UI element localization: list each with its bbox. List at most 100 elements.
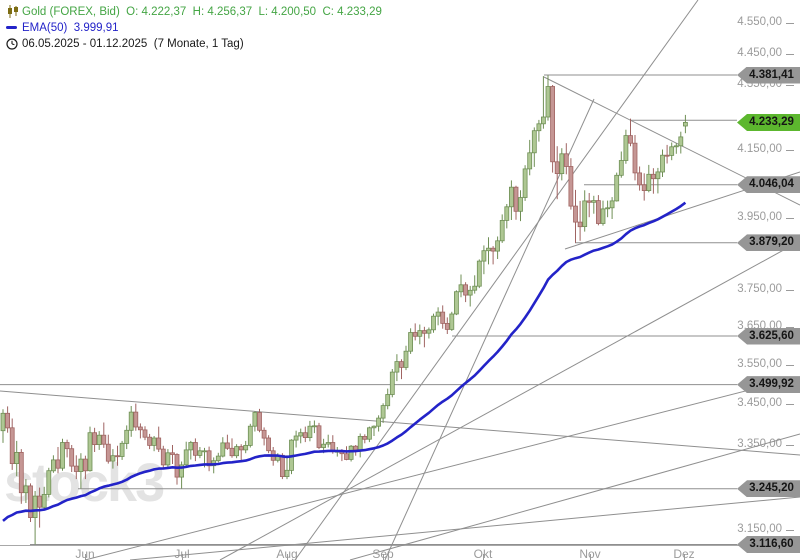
ema-legend-row: EMA(50) 3.999,91 <box>6 20 382 35</box>
candle <box>605 207 610 210</box>
trendline[interactable] <box>219 240 800 560</box>
x-axis-tick <box>383 554 384 560</box>
x-axis-tick <box>684 554 685 560</box>
candle <box>202 450 207 453</box>
trendline[interactable] <box>384 98 595 560</box>
y-axis-tick <box>786 149 794 151</box>
candle <box>183 449 189 466</box>
candle <box>417 330 423 337</box>
candle <box>362 435 368 440</box>
candle <box>582 200 588 227</box>
ohlc-values: O: 4.222,37 H: 4.256,37 L: 4.200,50 C: 4… <box>126 5 382 18</box>
x-axis-label: Jun <box>63 547 107 560</box>
candle <box>522 168 528 198</box>
candle <box>596 200 601 224</box>
candle <box>124 429 130 444</box>
candle <box>137 426 143 431</box>
candle <box>609 200 615 209</box>
x-axis-label: Nov <box>568 547 612 560</box>
candle <box>78 458 84 473</box>
candle <box>641 184 647 192</box>
chart-legend: Gold (FOREX, Bid) O: 4.222,37 H: 4.256,3… <box>6 4 382 52</box>
candle <box>412 332 418 337</box>
candle <box>366 427 372 440</box>
candle <box>683 122 688 127</box>
candle <box>664 154 670 157</box>
candle <box>426 329 432 334</box>
price-level-badge: 3.879,20 <box>737 234 800 252</box>
x-axis-label: Jul <box>160 547 204 560</box>
candle <box>623 135 629 161</box>
candle <box>321 443 327 448</box>
candle <box>83 458 88 472</box>
candle <box>316 425 322 448</box>
candle <box>499 219 505 242</box>
trendline[interactable] <box>349 433 800 560</box>
candle <box>96 434 102 446</box>
y-axis-label: 3.550,00 <box>737 358 782 371</box>
y-axis-label: 3.750,00 <box>737 282 782 295</box>
candle <box>284 469 290 477</box>
candle <box>376 417 382 427</box>
candle <box>550 86 555 163</box>
candle <box>385 394 391 407</box>
candle <box>431 315 436 331</box>
candle <box>46 470 52 495</box>
x-axis-label: Dez <box>662 547 706 560</box>
trendline[interactable] <box>294 0 699 560</box>
candle <box>421 330 427 334</box>
candle <box>344 453 349 460</box>
candle <box>660 154 665 173</box>
candle <box>234 446 240 457</box>
price-level-badge: 3.116,60 <box>737 536 800 554</box>
candle <box>32 495 38 519</box>
candle <box>577 221 583 228</box>
candle <box>156 437 162 450</box>
candle <box>73 465 79 472</box>
candle <box>197 450 203 456</box>
y-axis-label: 4.150,00 <box>737 142 782 155</box>
candle <box>206 450 212 467</box>
y-axis-tick <box>786 326 794 328</box>
candle <box>142 429 148 438</box>
candle <box>105 443 111 462</box>
price-level-badge: 3.499,92 <box>737 376 800 394</box>
y-axis-tick <box>786 444 794 446</box>
y-axis-label: 3.350,00 <box>737 437 782 450</box>
trendline[interactable] <box>0 390 800 456</box>
candle <box>678 136 684 147</box>
candle <box>151 437 157 446</box>
candle <box>399 361 404 368</box>
candle <box>403 350 409 368</box>
candle <box>371 425 377 429</box>
candle <box>508 186 514 208</box>
candle <box>87 432 93 472</box>
candle <box>165 452 171 466</box>
price-level-badge: 4.046,04 <box>737 176 800 194</box>
candle <box>261 429 267 439</box>
candle <box>536 123 542 132</box>
candle <box>504 206 510 221</box>
trendline[interactable] <box>84 376 800 560</box>
candle <box>170 452 175 455</box>
y-axis-tick <box>786 84 794 86</box>
trendline[interactable] <box>129 496 800 560</box>
clock-icon <box>6 37 22 50</box>
candle <box>472 285 478 291</box>
candle <box>18 451 24 494</box>
period-range: 06.05.2025 - 01.12.2025 <box>22 37 148 50</box>
candle <box>673 145 679 148</box>
candle <box>453 291 459 315</box>
candle <box>458 284 464 293</box>
y-axis-tick <box>786 529 794 531</box>
x-axis-label: Aug <box>265 547 309 560</box>
candle <box>632 142 638 174</box>
x-axis-tick <box>182 554 183 560</box>
ema-line[interactable] <box>2 201 687 522</box>
candle <box>174 454 180 478</box>
candle <box>37 495 42 508</box>
candle <box>229 447 235 457</box>
